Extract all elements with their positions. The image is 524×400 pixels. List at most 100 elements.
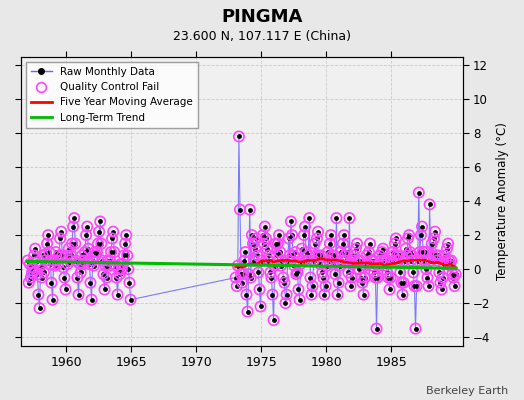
Point [48,296,57,303]
Point [355,266,363,272]
Point [86,280,95,286]
Point [443,246,451,252]
Point [280,280,289,286]
Point [114,266,123,272]
Point [304,252,312,259]
Point [344,269,353,276]
Point [407,257,416,264]
Point [29,264,37,270]
Point [399,280,408,286]
Point [92,252,100,259]
Point [70,215,79,221]
Point [438,286,446,293]
Point [422,266,431,272]
Point [91,249,99,255]
Point [264,257,272,264]
Point [51,249,60,255]
Point [247,274,255,281]
Point [75,261,84,267]
Point [335,262,344,269]
Point [104,257,112,264]
Point [26,261,34,267]
Point [50,262,59,269]
Point [310,257,318,264]
Point [350,252,358,259]
Point [384,274,392,281]
Point [325,257,333,264]
Point [319,274,328,281]
Point [364,261,372,267]
Point [97,240,105,247]
Y-axis label: Temperature Anomaly (°C): Temperature Anomaly (°C) [496,122,509,280]
Point [440,261,448,267]
Point [235,133,243,140]
Point [51,249,60,255]
Point [114,266,123,272]
Point [256,303,265,310]
Point [425,201,434,208]
Point [431,228,439,235]
Point [309,283,317,289]
Point [387,257,396,264]
Point [98,257,106,264]
Point [354,257,362,264]
Point [410,283,419,289]
Point [356,257,365,264]
Point [294,286,303,293]
Point [239,271,247,277]
Point [238,280,246,286]
Point [377,257,385,264]
Point [397,280,406,286]
Point [54,261,62,267]
Point [33,271,41,277]
Point [314,228,322,235]
Point [94,240,102,247]
Point [302,249,310,255]
Point [26,261,34,267]
Point [242,291,250,298]
Point [416,249,424,255]
Point [307,291,315,298]
Point [410,283,419,289]
Point [290,262,298,269]
Point [393,252,401,259]
Point [445,257,453,264]
Point [71,240,80,247]
Point [370,269,378,276]
Point [322,262,331,269]
Point [398,291,407,298]
Point [400,257,409,264]
Point [340,232,348,238]
Point [42,250,50,257]
Point [352,246,360,252]
Point [279,274,288,281]
Point [269,317,278,323]
Point [446,262,454,269]
Point [362,262,370,269]
Point [435,269,443,276]
Point [389,249,397,255]
Point [321,283,330,289]
Point [57,228,66,235]
Point [250,257,258,264]
Point [125,280,134,286]
Point [268,291,277,298]
Point [46,261,54,267]
Point [257,257,266,264]
Point [340,232,348,238]
Point [25,280,33,286]
Point [291,249,299,255]
Point [321,283,330,289]
Point [269,317,278,323]
Point [448,271,456,277]
Point [334,280,343,286]
Point [343,249,352,255]
Point [441,252,449,259]
Point [25,280,33,286]
Point [353,240,361,247]
Point [417,232,425,238]
Point [241,249,249,255]
Point [265,252,274,259]
Point [286,252,294,259]
Point [368,262,376,269]
